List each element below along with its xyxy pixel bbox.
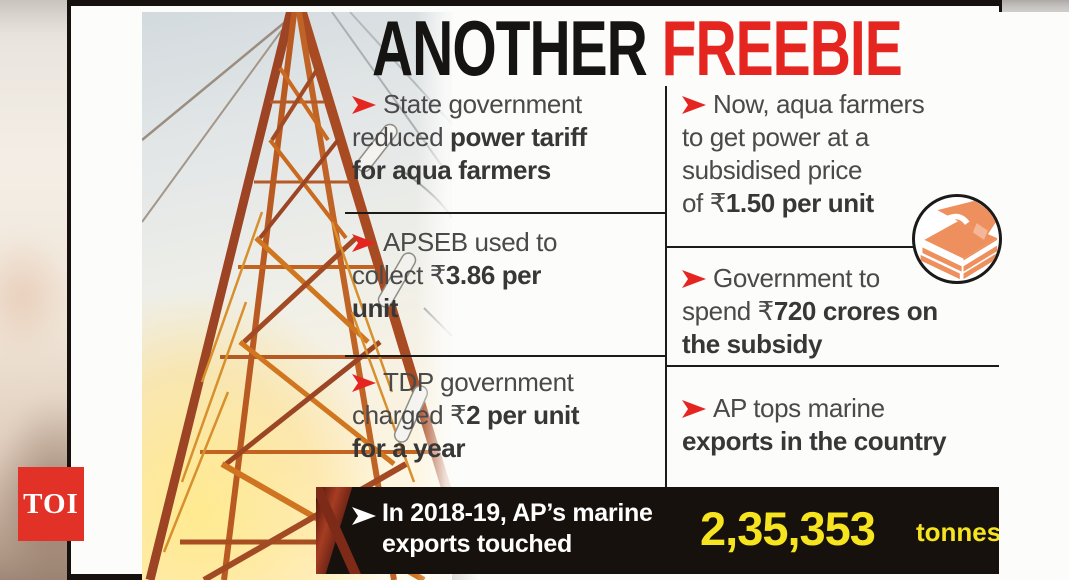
bullet-arrow-icon: [352, 96, 376, 114]
footer-unit: tonnes: [916, 517, 999, 547]
footer-value: 2,35,353: [700, 502, 876, 555]
bullet-arrow-icon: [682, 96, 706, 114]
divider-left-2: [345, 355, 667, 357]
bullet-text-bold: 1.50 per unit: [725, 188, 874, 218]
bullet-text-bold: exports in the country: [682, 426, 947, 456]
headline-black: ANOTHER: [372, 5, 662, 93]
divider-right-2: [667, 365, 999, 367]
bullet-text-bold: power tariff for aqua farmers: [352, 122, 587, 185]
bullet-right-3: AP tops marine exports in the country: [682, 392, 1000, 458]
money-circle-badge: [912, 194, 1002, 284]
graphic-frame: [67, 0, 1069, 580]
footer-bar: In 2018-19, AP’s marine exports touched …: [316, 487, 999, 574]
bullet-arrow-icon: [682, 400, 706, 418]
bullet-arrow-icon: [352, 234, 376, 252]
bullet-text: APSEB used to collect ₹: [352, 227, 558, 290]
bullet-text: Government to spend ₹: [682, 263, 880, 326]
bullet-text-bold: 2 per unit for a year: [352, 400, 580, 463]
bullet-left-2: APSEB used to collect ₹3.86 per unit: [352, 226, 654, 325]
transmission-tower-photo: [142, 12, 452, 580]
divider-left-1: [345, 212, 667, 214]
headline-red: FREEBIE: [661, 5, 903, 93]
bullet-right-2: Government to spend ₹720 crores on the s…: [682, 262, 994, 361]
bullet-arrow-icon: [682, 270, 706, 288]
toi-logo: TOI: [18, 467, 84, 541]
bullet-text-bold: 3.86 per unit: [352, 260, 541, 323]
bullet-right-1: Now, aqua farmers to get power at a subs…: [682, 88, 994, 220]
info-panel: [416, 12, 1069, 580]
divider-right-1: [667, 246, 999, 248]
footer-arrow-icon: [352, 507, 376, 525]
column-divider: [665, 86, 667, 488]
bullet-arrow-icon: [352, 374, 376, 392]
bullet-left-3: TDP government charged ₹2 per unit for a…: [352, 366, 654, 465]
bullet-text: State government reduced: [352, 89, 582, 152]
footer-text: In 2018-19, AP’s marine exports touched: [382, 499, 653, 558]
bullet-text-bold: 720 crores on the subsidy: [682, 296, 938, 359]
bullet-left-1: State government reduced power tariff fo…: [352, 88, 654, 187]
bullet-text: AP tops marine: [713, 393, 885, 423]
bullet-text: TDP government charged ₹: [352, 367, 574, 430]
money-stack-icon: [920, 200, 999, 280]
headline: ANOTHER FREEBIE: [372, 10, 903, 89]
toi-logo-text: TOI: [23, 487, 79, 520]
bullet-text: Now, aqua farmers to get power at a subs…: [682, 89, 925, 218]
